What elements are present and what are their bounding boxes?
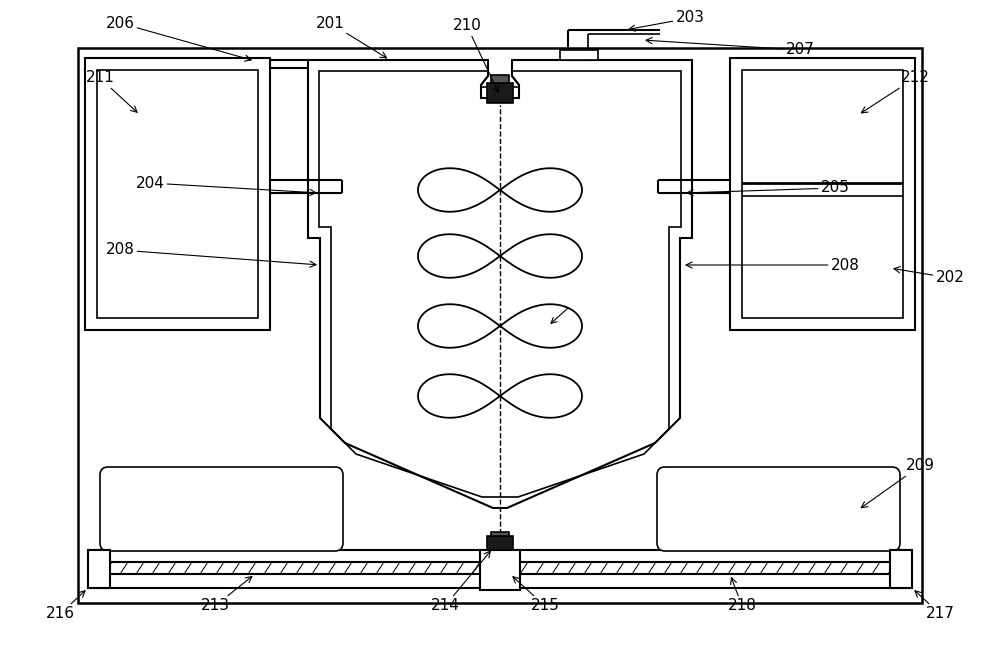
- Text: 208: 208: [686, 257, 859, 272]
- Text: 206: 206: [106, 16, 251, 61]
- FancyBboxPatch shape: [657, 467, 900, 551]
- Bar: [480, 550, 520, 590]
- Polygon shape: [500, 168, 582, 212]
- Bar: [491, 75, 509, 83]
- FancyBboxPatch shape: [100, 467, 343, 551]
- Bar: [730, 58, 915, 330]
- Text: 218: 218: [728, 578, 756, 613]
- Text: 208: 208: [106, 243, 316, 267]
- Polygon shape: [308, 60, 692, 508]
- Text: 213: 213: [200, 576, 252, 613]
- Text: 205: 205: [687, 180, 849, 195]
- Bar: [560, 50, 598, 60]
- Bar: [97, 70, 258, 318]
- Bar: [487, 83, 513, 103]
- Polygon shape: [500, 304, 582, 348]
- Polygon shape: [500, 374, 582, 418]
- Bar: [78, 48, 922, 603]
- Text: 201: 201: [316, 16, 387, 58]
- Text: 207: 207: [646, 38, 814, 57]
- Text: 202: 202: [894, 266, 964, 286]
- Bar: [487, 536, 513, 550]
- Polygon shape: [418, 304, 500, 348]
- Bar: [88, 550, 110, 588]
- Text: 212: 212: [861, 70, 929, 113]
- Text: 215: 215: [513, 576, 559, 613]
- Polygon shape: [418, 234, 500, 278]
- Bar: [85, 58, 270, 330]
- Text: 204: 204: [136, 176, 316, 195]
- Polygon shape: [418, 168, 500, 212]
- Bar: [742, 70, 903, 318]
- Text: 217: 217: [915, 591, 954, 622]
- Polygon shape: [418, 374, 500, 418]
- Bar: [491, 532, 509, 540]
- Bar: [890, 550, 912, 588]
- Text: 203: 203: [629, 11, 704, 31]
- Polygon shape: [500, 234, 582, 278]
- Text: 211: 211: [86, 70, 137, 113]
- Text: 209: 209: [861, 459, 934, 508]
- Text: 216: 216: [46, 591, 85, 622]
- Text: 214: 214: [431, 551, 490, 613]
- Text: 210: 210: [453, 18, 498, 92]
